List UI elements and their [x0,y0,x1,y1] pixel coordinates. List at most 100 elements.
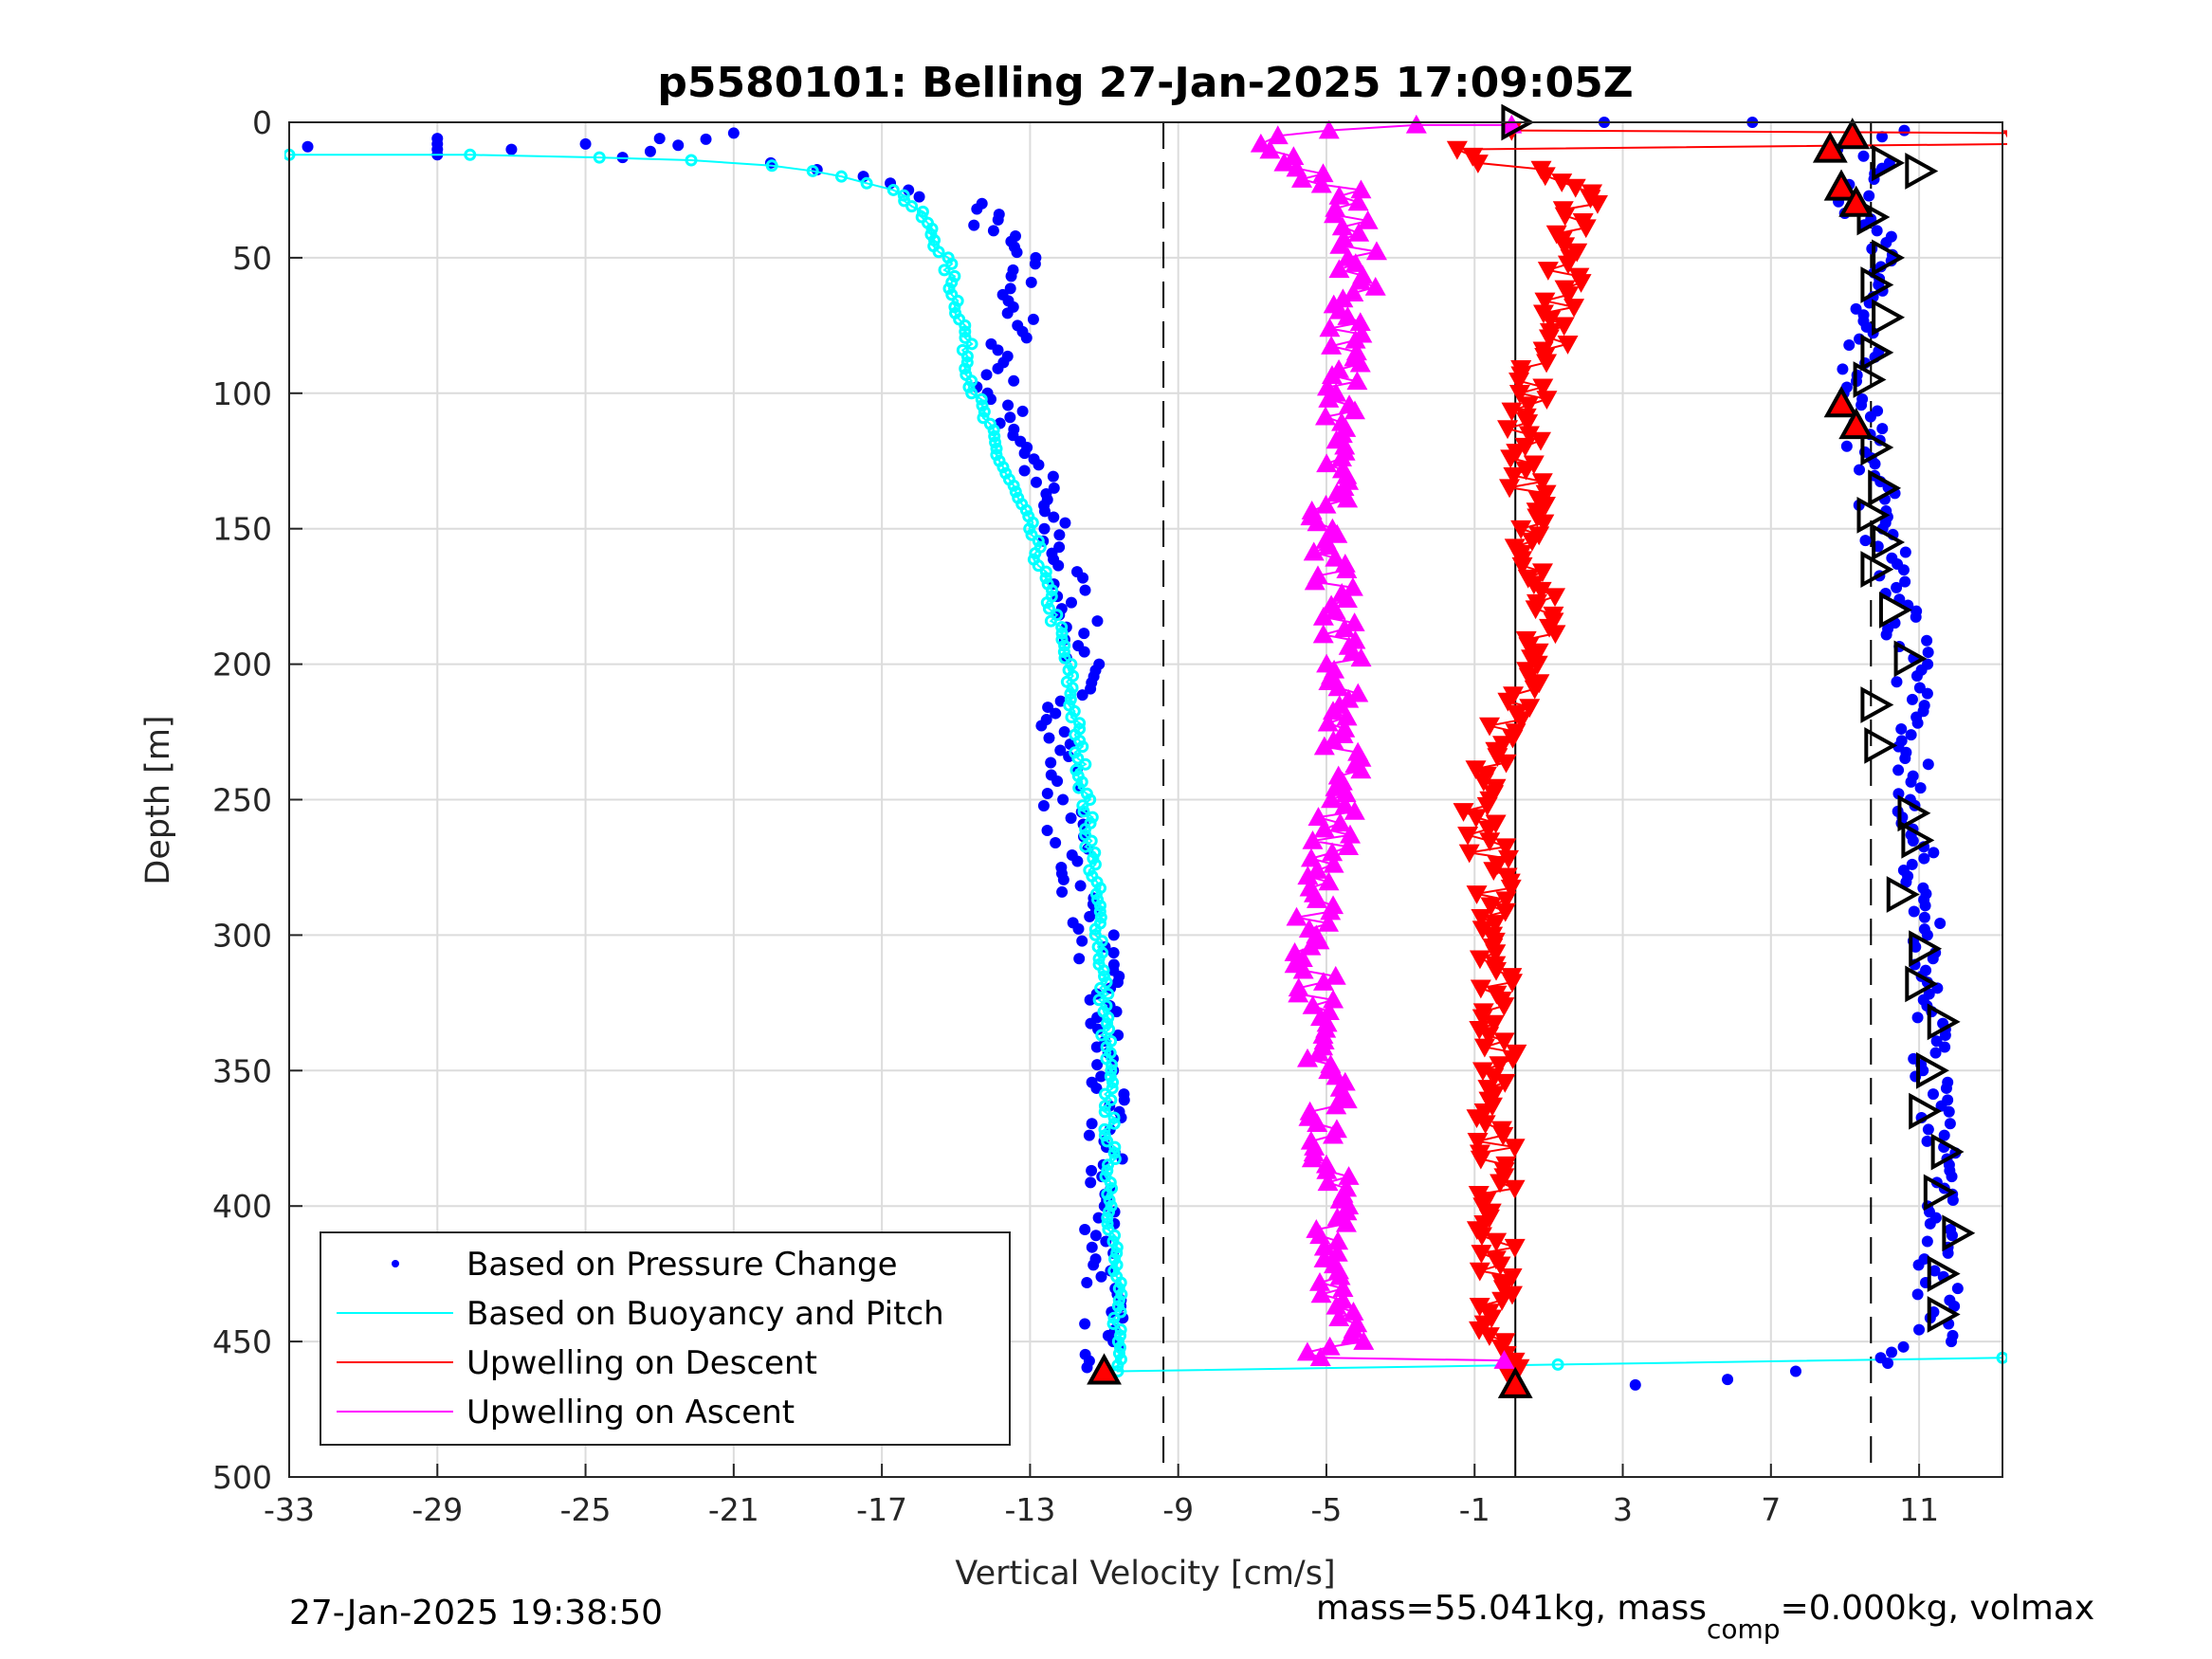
data-point [1076,935,1088,947]
data-point [1472,773,1494,793]
data-point [1857,309,1870,321]
data-point [1629,1378,1641,1391]
data-point [1334,1071,1356,1091]
data-point [1466,1109,1488,1129]
flag-marker [1868,469,1902,507]
data-point [945,276,959,289]
data-point [1843,338,1856,351]
data-point [992,362,1004,374]
data-point [1286,906,1307,926]
data-point [1508,1358,1530,1378]
data-point [990,442,1003,455]
data-point [1339,394,1361,414]
data-point [1098,1122,1111,1136]
flag-marker [1087,1353,1122,1385]
data-point [1945,1224,1957,1236]
y-tick-label: 150 [212,511,272,548]
data-point [1114,1276,1127,1289]
data-point [1027,313,1039,325]
data-point [1273,152,1295,172]
data-point [1328,259,1350,279]
x-tick-label: -1 [1459,1491,1490,1528]
data-point [1092,1212,1105,1224]
data-point [1918,852,1930,865]
data-point [1103,1194,1116,1207]
data-point [1490,1256,1511,1276]
data-point [1476,796,1498,816]
data-point [1497,1365,1519,1385]
data-point [1518,667,1540,687]
data-point [1331,216,1353,236]
data-point [1002,399,1015,411]
data-point [1854,464,1866,476]
data-point [984,393,996,406]
data-point [1074,880,1087,892]
data-point [1284,942,1306,961]
data-point [1320,1054,1342,1073]
flag-marker [1856,198,1891,236]
data-point [1325,382,1347,402]
data-point [700,133,712,145]
data-point [1874,1352,1887,1364]
data-point [1065,658,1078,671]
flag-marker [1860,686,1894,723]
data-point [1107,947,1120,959]
data-point [1089,887,1103,901]
data-point [1107,1146,1121,1159]
flag-marker [1930,1133,1965,1171]
data-point [1334,553,1356,573]
data-point [1914,782,1927,794]
data-point [1850,302,1862,315]
flag-marker [1901,821,1935,859]
data-point [1045,757,1057,769]
data-point [1876,131,1889,143]
data-point [1885,230,1897,243]
y-tick-label: 300 [212,917,272,954]
data-point [987,424,1000,437]
data-point [1083,1129,1095,1141]
data-point [1934,917,1947,929]
data-point [1921,1235,1933,1248]
y-tick-label: 400 [212,1188,272,1225]
data-point [1332,1289,1354,1309]
data-point [1319,1336,1341,1356]
data-point [1947,1329,1959,1341]
data-point [1048,482,1060,494]
data-point [1319,318,1341,337]
data-point [925,222,939,235]
data-point [1007,479,1020,492]
data-point [990,448,1003,462]
data-point [1857,150,1870,162]
data-point [1101,1017,1114,1030]
data-point [1922,658,1934,670]
data-point [1325,1119,1347,1139]
data-point [1469,950,1490,970]
data-point [1097,964,1110,977]
flag-marker [1878,592,1912,629]
data-point [1325,197,1346,217]
data-point [938,264,951,277]
data-point [1344,612,1365,631]
y-tick-label: 100 [212,375,272,412]
data-point [1930,1035,1943,1048]
data-point [1300,848,1322,867]
data-point [1863,190,1875,202]
data-point [1091,615,1104,628]
data-point [1334,794,1356,814]
data-point [1112,1294,1125,1307]
data-point [996,461,1010,474]
data-point [1286,157,1307,177]
data-point [1536,391,1558,410]
data-point [1334,618,1356,638]
data-point [1899,546,1911,558]
data-point [975,392,988,406]
data-point [1495,891,1517,911]
data-point [1554,237,1576,257]
data-point [1085,683,1097,695]
data-point [1477,820,1499,840]
data-point [1886,552,1898,564]
flag-marker [1927,1255,1961,1293]
data-point [1474,1115,1496,1135]
data-point [1457,826,1479,846]
